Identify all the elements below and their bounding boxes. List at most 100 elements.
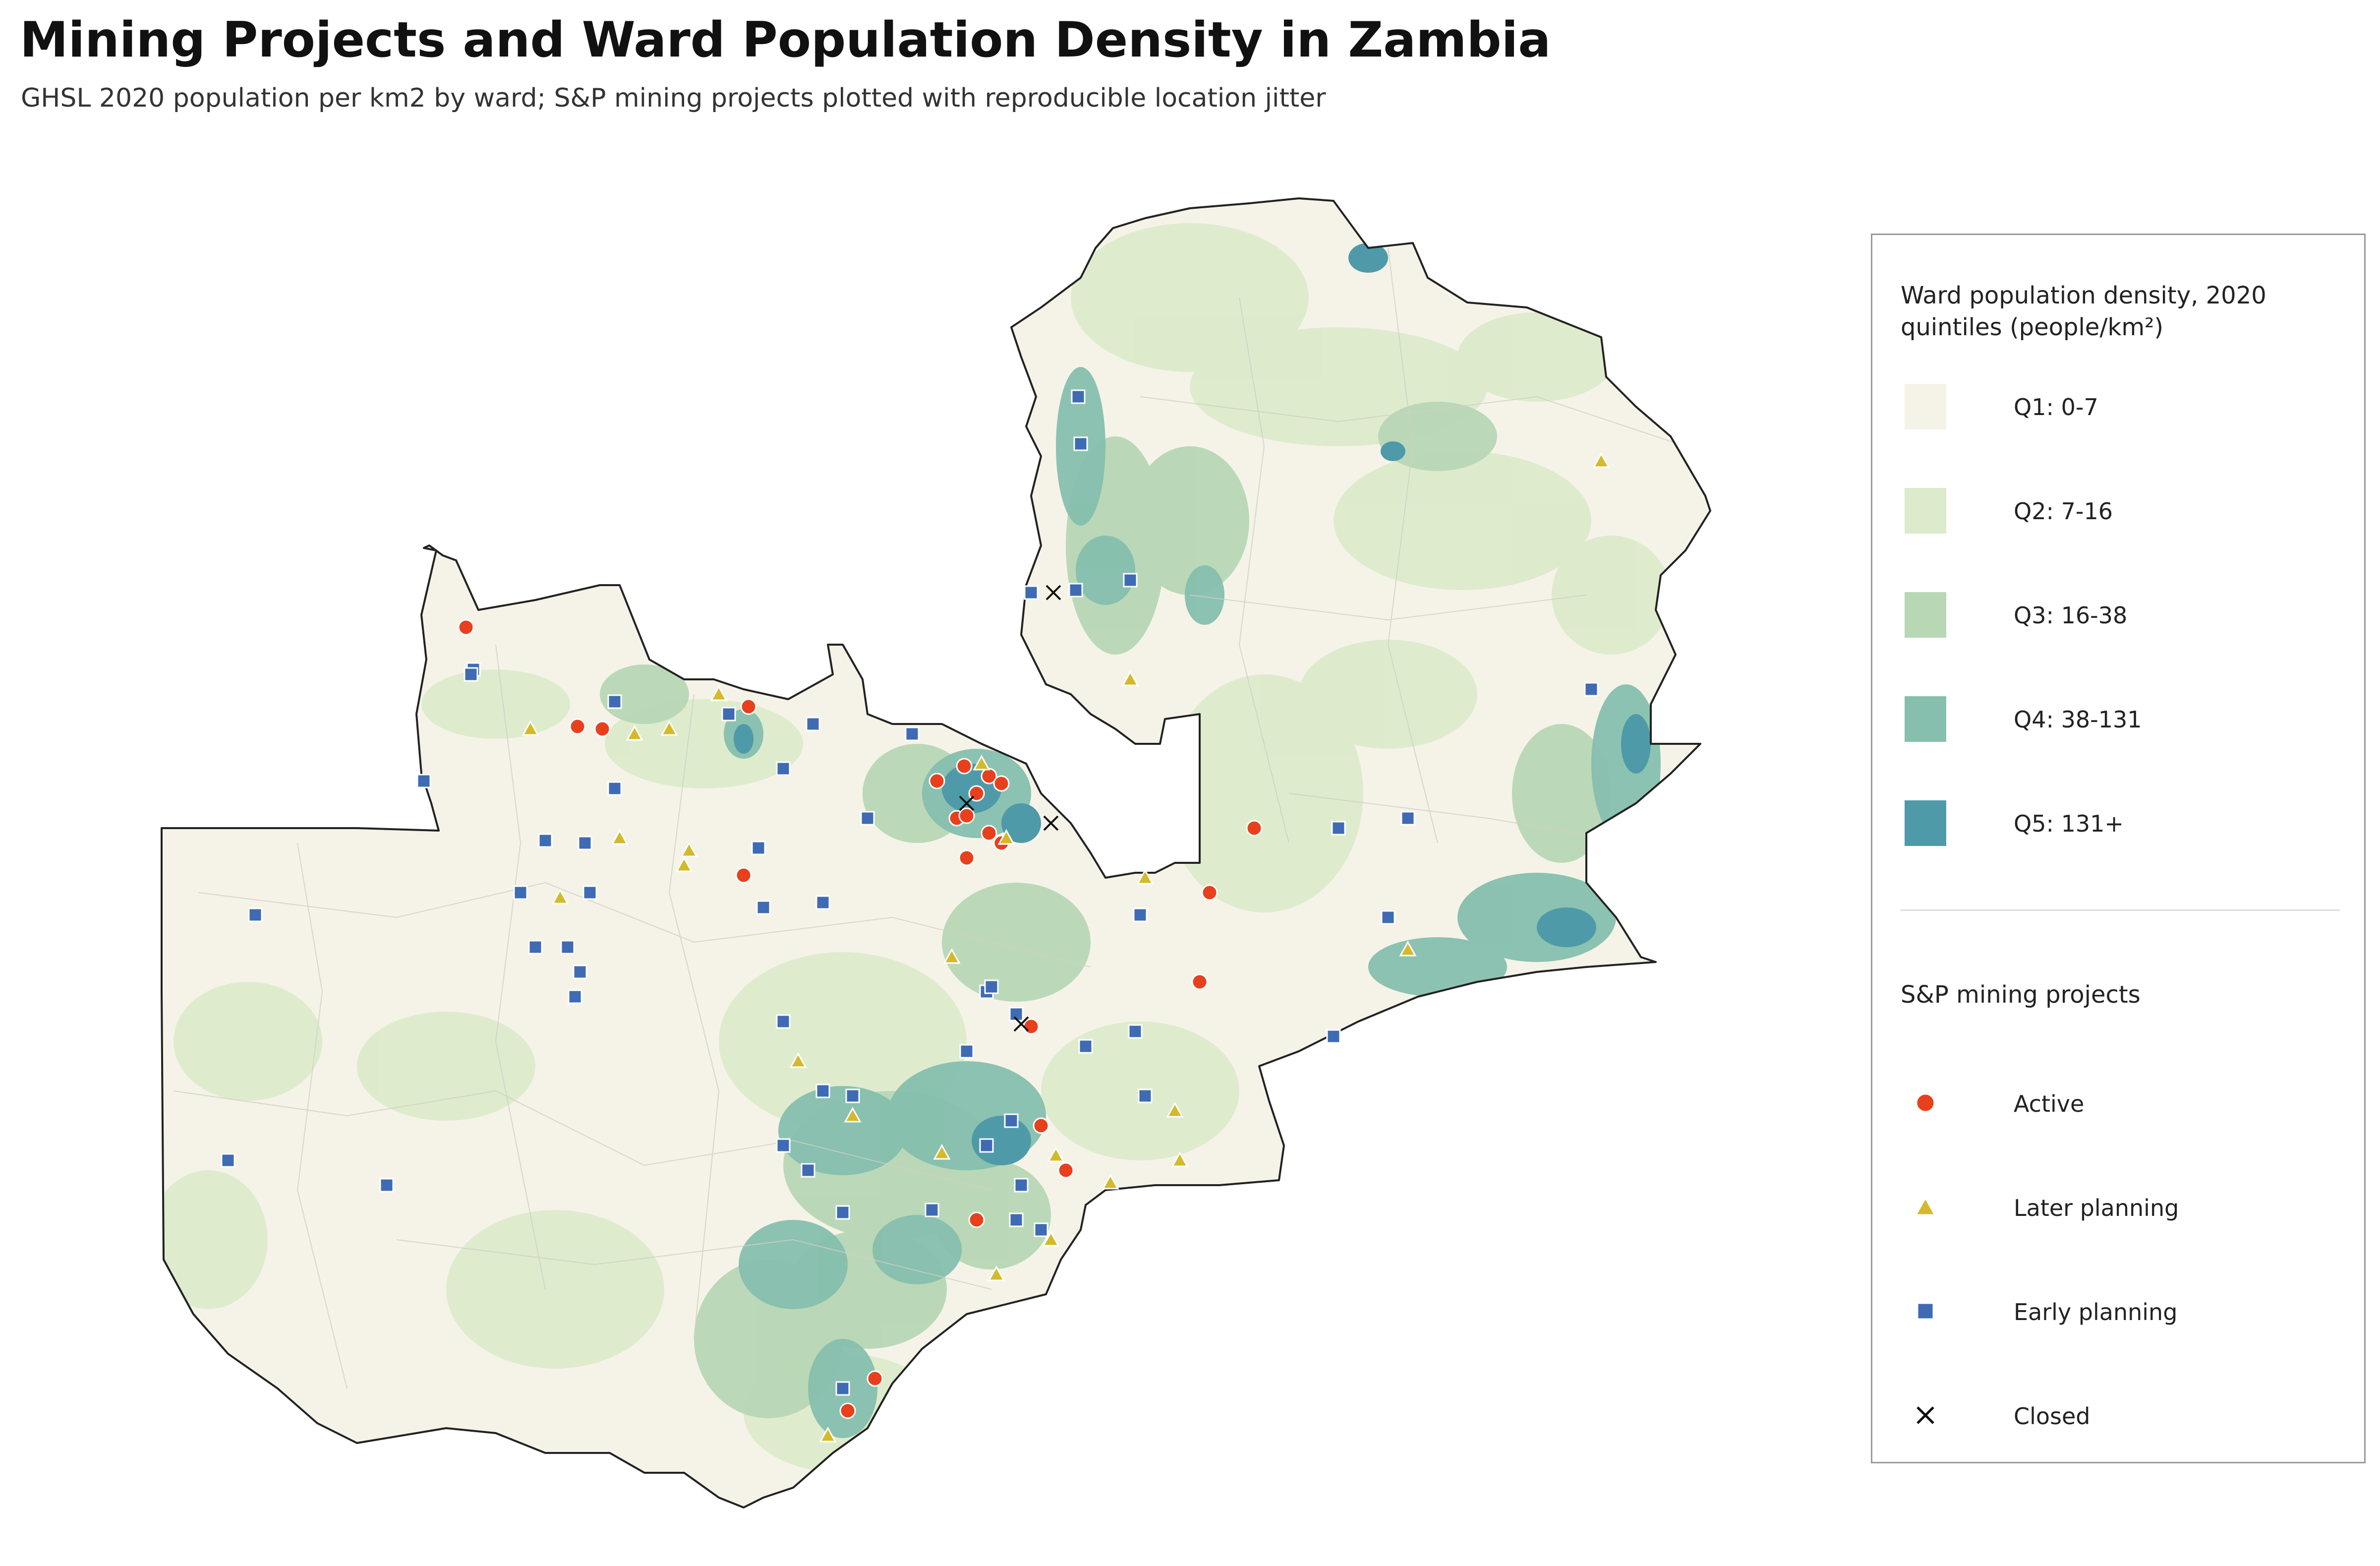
early-planning-project-marker (1138, 1088, 1153, 1103)
projects-legend-title: S&P mining projects (1901, 981, 2141, 1009)
active-project-marker (958, 807, 975, 824)
early-planning-project-marker (538, 833, 553, 848)
map-title: Mining Projects and Ward Population Dens… (20, 12, 1551, 68)
legend-item-q3: Q3: 16-38 (1901, 592, 2347, 642)
q1-swatch (1905, 384, 1946, 429)
later-planning-project-marker (551, 888, 569, 904)
early-planning-project-marker (582, 885, 597, 900)
early-planning-project-marker (1024, 585, 1039, 600)
early-planning-project-marker (221, 1153, 235, 1168)
closed-project-marker (1013, 1016, 1029, 1032)
early-planning-square-icon (1916, 1302, 1934, 1320)
early-planning-project-marker (513, 885, 528, 900)
early-planning-project-marker (905, 726, 920, 741)
later-planning-project-marker (1102, 1173, 1119, 1190)
q4-label: Q4: 38-131 (2014, 706, 2142, 733)
legend-item-early-planning: Early planning (1901, 1291, 2347, 1341)
early-planning-project-marker (1584, 682, 1599, 697)
active-project-marker (458, 619, 474, 636)
early-planning-project-marker (607, 781, 622, 796)
country-outline (161, 197, 1711, 1508)
early-planning-project-marker (1123, 573, 1138, 588)
later-planning-project-marker (1121, 670, 1139, 686)
closed-x-icon (1916, 1406, 1934, 1424)
early-planning-project-marker (776, 1138, 791, 1153)
q5-swatch (1905, 800, 1946, 846)
later-planning-project-marker (675, 856, 693, 872)
early-planning-project-marker (806, 717, 820, 731)
early-planning-project-marker (1071, 389, 1086, 404)
early-planning-project-marker (815, 1084, 830, 1098)
early-planning-project-marker (1381, 910, 1395, 925)
early-planning-project-marker (578, 836, 592, 850)
active-project-marker (1201, 884, 1218, 901)
early-planning-project-marker (776, 1014, 791, 1029)
later-planning-project-marker (611, 829, 629, 845)
later-planning-triangle-icon (1915, 1196, 1936, 1216)
later-planning-project-marker (997, 829, 1015, 845)
active-project-marker (929, 773, 945, 789)
legend-item-q5: Q5: 131+ (1901, 800, 2347, 850)
later-planning-project-marker (710, 685, 728, 701)
early-planning-project-marker (756, 900, 771, 915)
early-planning-project-marker (528, 940, 543, 955)
later-planning-project-marker (1171, 1151, 1189, 1167)
early-planning-project-marker (835, 1381, 850, 1396)
early-planning-project-marker (560, 940, 575, 955)
early-planning-project-marker (1034, 1222, 1048, 1237)
early-planning-project-marker (776, 761, 791, 776)
early-planning-project-marker (815, 895, 830, 910)
early-planning-project-marker (721, 707, 736, 722)
later-planning-project-marker (1047, 1146, 1065, 1162)
active-project-marker (956, 758, 973, 775)
active-project-marker (1191, 973, 1208, 990)
early-planning-project-marker (751, 841, 766, 855)
later-planning-project-marker (933, 1144, 951, 1160)
early-planning-project-marker (984, 979, 999, 994)
early-planning-project-marker (464, 667, 478, 682)
early-planning-project-marker (416, 774, 431, 788)
later-planning-project-marker (626, 724, 643, 741)
active-project-marker (735, 867, 752, 884)
legend-item-q4: Q4: 38-131 (1901, 696, 2347, 746)
later-planning-project-marker (987, 1265, 1005, 1281)
early-planning-project-marker (607, 694, 622, 709)
legend-item-active: Active (1901, 1083, 2347, 1133)
early-planning-project-marker (248, 907, 263, 922)
early-planning-project-marker (959, 1044, 974, 1059)
ward-fill-layer (162, 198, 1710, 1507)
q4-swatch (1905, 696, 1946, 742)
active-project-marker (993, 775, 1010, 792)
early-planning-project-marker (925, 1203, 939, 1217)
later-planning-project-marker (943, 948, 961, 964)
early-planning-project-marker (1014, 1178, 1029, 1193)
early-planning-project-marker (979, 1138, 994, 1153)
later-planning-project-marker (789, 1052, 807, 1068)
closed-project-marker (1045, 585, 1061, 601)
early-planning-label: Early planning (2014, 1299, 2178, 1325)
early-planning-project-marker (835, 1205, 850, 1220)
map-legend: Ward population density, 2020 quintiles … (1871, 234, 2366, 1463)
early-planning-project-marker (801, 1163, 815, 1178)
later-planning-project-marker (844, 1106, 862, 1123)
early-planning-project-marker (1326, 1029, 1341, 1044)
active-project-marker (1023, 1018, 1040, 1035)
early-planning-project-marker (1078, 1039, 1093, 1054)
early-planning-project-marker (1331, 821, 1346, 836)
closed-label: Closed (2014, 1403, 2090, 1430)
q3-label: Q3: 16-38 (2014, 602, 2128, 629)
active-project-marker (569, 718, 586, 735)
early-planning-project-marker (1400, 811, 1415, 826)
later-planning-project-marker (973, 754, 990, 771)
later-planning-project-marker (522, 720, 539, 736)
early-planning-project-marker (1068, 583, 1083, 598)
legend-item-q1: Q1: 0-7 (1901, 384, 2347, 433)
project-markers (221, 389, 1610, 1443)
later-planning-project-marker (1136, 868, 1154, 885)
later-planning-project-marker (680, 841, 698, 857)
active-project-marker (839, 1402, 856, 1419)
early-planning-project-marker (379, 1178, 394, 1193)
legend-item-closed: Closed (1901, 1395, 2347, 1445)
active-project-marker (867, 1370, 883, 1387)
closed-project-marker (959, 795, 975, 811)
